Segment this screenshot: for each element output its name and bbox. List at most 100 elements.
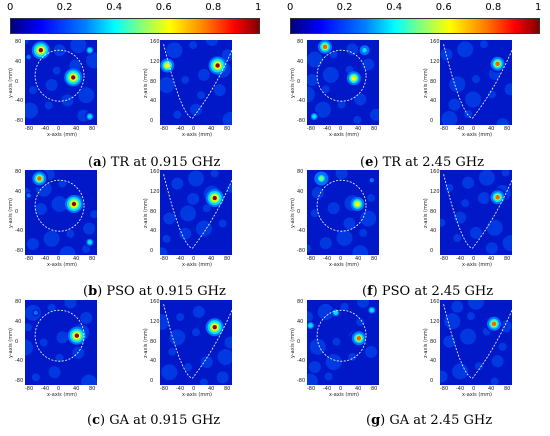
x-tick-label: 40	[488, 386, 495, 392]
y-tick-label: 40	[150, 358, 157, 365]
x-tick-label: 40	[73, 386, 80, 392]
x-tick-label: 0	[472, 386, 476, 392]
x-tick-label: 80	[371, 126, 378, 132]
x-tick-label: 0	[57, 126, 61, 132]
colorbar-tick-label: 0	[7, 2, 14, 13]
y-tick-label: 0	[430, 118, 434, 124]
z-axis-label: z-axis (mm)	[423, 327, 429, 358]
y-tick-label: 80	[150, 78, 157, 85]
y-tick-label: 160	[430, 39, 440, 45]
y-axis-label: y-axis (mm)	[8, 67, 14, 98]
y-tick-label: 40	[297, 188, 304, 195]
x-tick-label: 40	[355, 256, 362, 262]
x-tick-label: -40	[176, 126, 185, 132]
x-tick-label: 40	[73, 256, 80, 262]
y-axis-label: y-axis (mm)	[290, 327, 296, 358]
x-tick-label: -40	[176, 386, 185, 392]
y-tick-label: 120	[430, 318, 440, 325]
z-axis-label: z-axis (mm)	[423, 67, 429, 98]
y-tick-label: -80	[297, 118, 306, 124]
x-tick-label: 80	[224, 126, 231, 132]
z-axis-label: z-axis (mm)	[423, 197, 429, 228]
x-tick-label: -40	[41, 386, 50, 392]
x-tick-label: -80	[160, 386, 169, 392]
y-tick-label: 40	[15, 188, 22, 195]
x-tick-label: 40	[355, 386, 362, 392]
x-tick-label: 40	[73, 126, 80, 132]
y-tick-label: 40	[430, 228, 437, 235]
y-tick-label: 80	[297, 39, 304, 45]
x-axis-label: x-axis (mm)	[329, 262, 360, 268]
x-tick-label: 40	[208, 386, 215, 392]
y-tick-label: 0	[297, 338, 301, 345]
x-tick-label: -80	[307, 256, 316, 262]
y-tick-label: 80	[15, 169, 22, 175]
y-tick-label: 120	[430, 188, 440, 195]
y-tick-label: 0	[430, 248, 434, 254]
x-tick-label: 40	[488, 126, 495, 132]
z-axis-label: z-axis (mm)	[143, 197, 149, 228]
caption-f: (f) PSO at 2.45 GHz	[362, 284, 494, 299]
x-tick-label: -40	[323, 256, 332, 262]
x-tick-label: -80	[25, 126, 34, 132]
y-tick-label: -80	[297, 248, 306, 254]
y-tick-label: -80	[297, 378, 306, 384]
x-axis-label: x-axis (mm)	[47, 392, 78, 398]
y-tick-label: 0	[15, 78, 19, 85]
colorbar-right	[290, 18, 540, 34]
y-tick-label: 120	[430, 58, 440, 65]
colorbar-tick-label: 0.8	[205, 2, 222, 13]
y-tick-label: 160	[430, 169, 440, 175]
x-tick-label: -80	[307, 386, 316, 392]
x-axis-label: x-axis (mm)	[462, 132, 493, 138]
y-tick-label: 0	[150, 118, 154, 124]
y-axis-label: y-axis (mm)	[290, 197, 296, 228]
y-tick-label: -80	[15, 378, 24, 384]
y-tick-label: 80	[430, 338, 437, 345]
x-tick-label: 40	[208, 126, 215, 132]
y-tick-label: -40	[297, 98, 306, 105]
x-tick-label: 40	[208, 256, 215, 262]
x-tick-label: 0	[57, 256, 61, 262]
y-tick-label: 80	[430, 208, 437, 215]
x-tick-label: 0	[472, 126, 476, 132]
y-tick-label: -40	[15, 228, 24, 235]
x-tick-label: 80	[89, 126, 96, 132]
caption-g: (g) GA at 2.45 GHz	[366, 413, 493, 428]
caption-c: (c) GA at 0.915 GHz	[87, 413, 221, 428]
y-tick-label: 120	[150, 318, 160, 325]
y-tick-label: 40	[430, 98, 437, 105]
x-tick-label: -40	[41, 256, 50, 262]
y-tick-label: 40	[297, 318, 304, 325]
colorbar-tick-label: 0.6	[155, 2, 172, 13]
x-axis-label: x-axis (mm)	[47, 132, 78, 138]
y-tick-label: 160	[150, 299, 160, 305]
x-axis-label: x-axis (mm)	[329, 132, 360, 138]
x-tick-label: -40	[323, 126, 332, 132]
y-tick-label: -80	[15, 118, 24, 124]
y-tick-label: 0	[15, 338, 19, 345]
colorbar-tick-label: 1	[255, 2, 262, 13]
x-axis-label: x-axis (mm)	[462, 262, 493, 268]
x-tick-label: -40	[176, 256, 185, 262]
y-tick-label: 160	[150, 39, 160, 45]
colorbar-tick-label: 0.6	[435, 2, 452, 13]
y-tick-label: -40	[15, 98, 24, 105]
y-axis-label: y-axis (mm)	[8, 327, 14, 358]
colorbar-tick-label: 0.2	[56, 2, 73, 13]
y-tick-label: -40	[297, 228, 306, 235]
image-panel-a-xy	[25, 40, 97, 125]
y-tick-label: 80	[150, 208, 157, 215]
x-tick-label: -80	[440, 256, 449, 262]
y-tick-label: 80	[430, 78, 437, 85]
x-tick-label: -80	[440, 386, 449, 392]
y-tick-label: 160	[150, 169, 160, 175]
x-tick-label: 0	[192, 126, 196, 132]
colorbar-tick-label: 0.4	[106, 2, 123, 13]
y-tick-label: 0	[297, 208, 301, 215]
x-tick-label: 0	[57, 386, 61, 392]
y-tick-label: 80	[15, 299, 22, 305]
y-tick-label: 40	[297, 58, 304, 65]
caption-b: (b) PSO at 0.915 GHz	[83, 284, 226, 299]
y-tick-label: 40	[150, 228, 157, 235]
